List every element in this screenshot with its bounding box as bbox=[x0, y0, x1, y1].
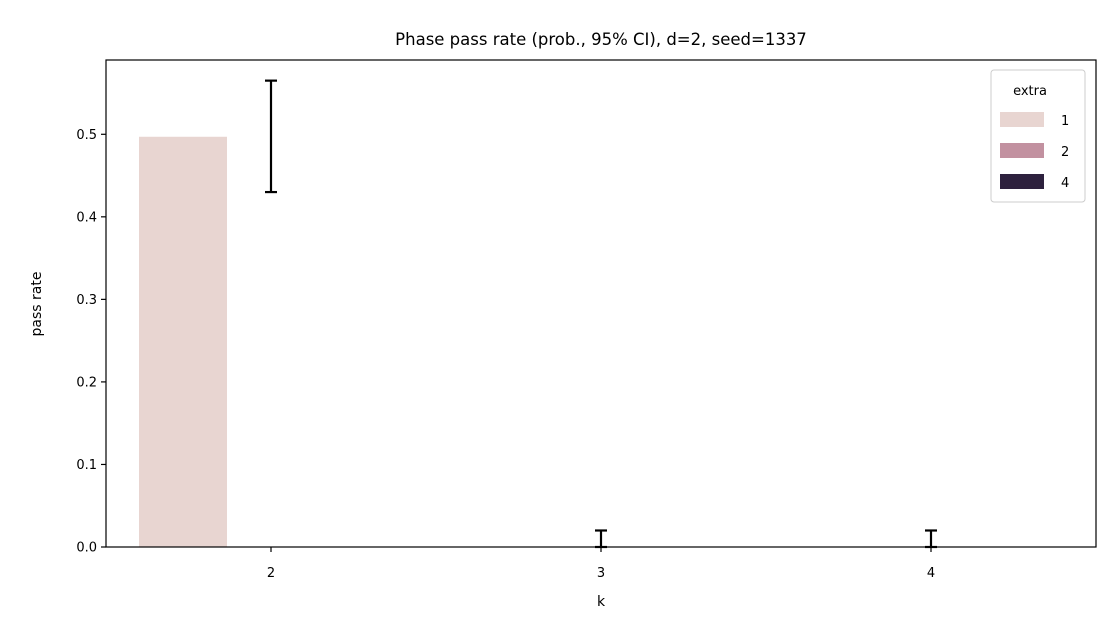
legend-swatch-2 bbox=[1000, 143, 1044, 158]
error-bar-1-k4 bbox=[925, 529, 937, 549]
error-bar-1-k3 bbox=[595, 529, 607, 549]
plot-frame bbox=[105, 59, 1097, 548]
y-tick-label: 0.4 bbox=[76, 210, 97, 225]
chart-title: Phase pass rate (prob., 95% CI), d=2, se… bbox=[395, 30, 807, 49]
x-tick-label: 3 bbox=[597, 566, 605, 581]
x-tick-label: 4 bbox=[927, 566, 935, 581]
legend-swatch-4 bbox=[1000, 174, 1044, 189]
plot-area: 0.0 0.1 0.2 0.3 0.4 0.5 2 3 4 bbox=[76, 59, 1097, 581]
legend-title: extra bbox=[1013, 84, 1047, 99]
legend-label-2: 2 bbox=[1061, 145, 1069, 160]
y-tick-label: 0.2 bbox=[76, 375, 97, 390]
y-axis-label: pass rate bbox=[29, 272, 45, 337]
legend-box bbox=[990, 69, 1086, 203]
x-tick-label: 2 bbox=[267, 566, 275, 581]
error-bar-1-k2 bbox=[265, 79, 277, 194]
y-tick-label: 0.1 bbox=[76, 458, 97, 473]
legend: extra 1 2 4 bbox=[990, 69, 1086, 203]
y-tick-label: 0.0 bbox=[76, 541, 97, 556]
legend-swatch-1 bbox=[1000, 112, 1044, 127]
legend-label-1: 1 bbox=[1061, 114, 1069, 129]
y-tick-label: 0.5 bbox=[76, 128, 97, 143]
bar-1-k2 bbox=[139, 136, 227, 547]
legend-label-4: 4 bbox=[1061, 176, 1069, 191]
x-axis-label: k bbox=[597, 594, 606, 610]
y-tick-label: 0.3 bbox=[76, 293, 97, 308]
